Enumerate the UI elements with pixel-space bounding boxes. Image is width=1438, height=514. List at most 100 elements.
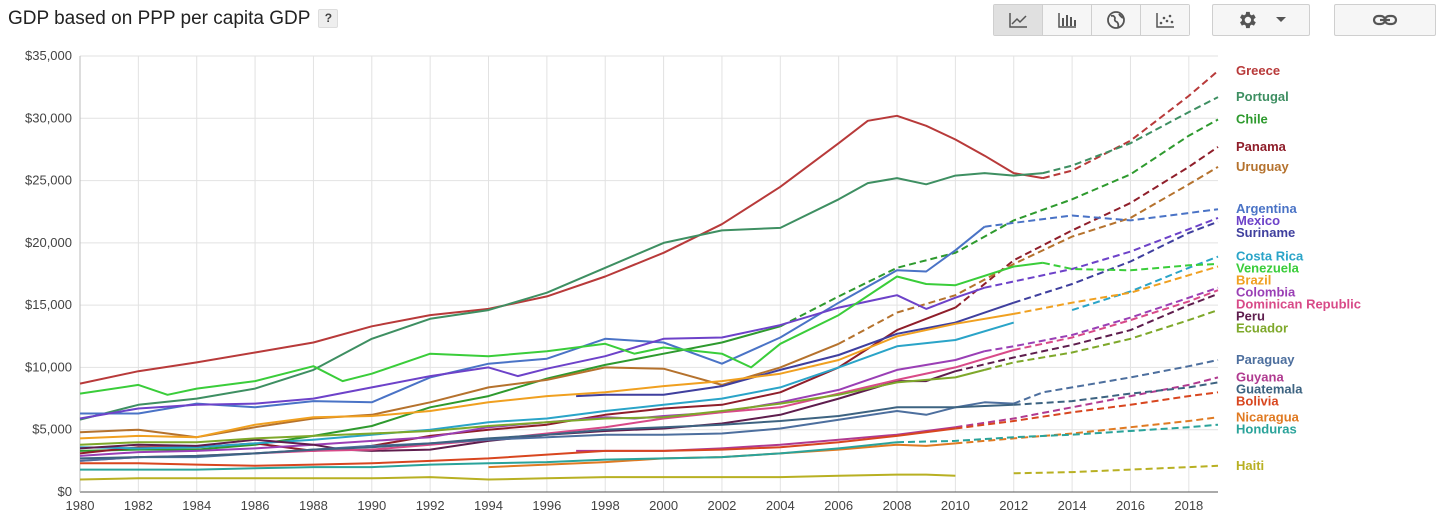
x-tick-label: 2010 [941, 498, 970, 513]
x-tick-label: 2006 [824, 498, 853, 513]
series-forecast-line [1042, 70, 1219, 180]
series-forecast-line [1013, 359, 1219, 405]
series-line [79, 172, 1043, 421]
line-chart-icon [1009, 13, 1027, 28]
legend-label: Venezuela [1236, 261, 1300, 276]
y-tick-label: $20,000 [25, 235, 72, 250]
series-forecast-line [984, 286, 1219, 353]
y-tick-label: $15,000 [25, 297, 72, 312]
series-forecast-line [984, 216, 1219, 289]
x-tick-label: 2014 [1058, 498, 1087, 513]
series-forecast-line [838, 166, 1219, 345]
series-forecast-line [984, 208, 1219, 228]
x-tick-label: 2012 [999, 498, 1028, 513]
series-forecast-line [1013, 220, 1219, 304]
bar-chart-button[interactable] [1043, 5, 1092, 35]
help-button[interactable]: ? [318, 9, 339, 29]
legend-label: Guyana [1236, 369, 1284, 384]
legend-label: Brazil [1236, 273, 1271, 288]
scatter-chart-icon [1156, 13, 1174, 28]
y-tick-label: $5,000 [32, 422, 72, 437]
x-tick-label: 2016 [1116, 498, 1145, 513]
map-button[interactable] [1092, 5, 1141, 35]
series-line [79, 114, 1044, 385]
series-line [80, 225, 986, 415]
x-tick-label: 2018 [1174, 498, 1203, 513]
series-line [79, 306, 956, 455]
legend-label: Suriname [1236, 225, 1295, 240]
series-forecast-line [779, 118, 1219, 328]
x-tick-label: 1990 [357, 498, 386, 513]
legend-label: Peru [1236, 309, 1265, 324]
chart-type-toolbar [993, 4, 1190, 36]
page-title: GDP based on PPP per capita GDP? [8, 8, 339, 30]
legend-label: Haiti [1236, 458, 1264, 473]
legend-label: Mexico [1236, 213, 1280, 228]
series-forecast-line [1042, 96, 1219, 175]
series-forecast-line [1042, 261, 1219, 272]
series-line [79, 261, 1044, 396]
series-forecast-line [955, 391, 1219, 430]
legend-label: Panama [1236, 139, 1287, 154]
link-button[interactable] [1334, 4, 1436, 36]
legend-label: Uruguay [1236, 159, 1290, 174]
series-forecast-line [1013, 289, 1219, 351]
x-tick-label: 1986 [241, 498, 270, 513]
x-tick-label: 2008 [883, 498, 912, 513]
x-tick-label: 2002 [707, 498, 736, 513]
legend-label: Honduras [1236, 421, 1297, 436]
link-icon [1372, 14, 1398, 26]
x-tick-label: 1994 [474, 498, 503, 513]
x-tick-label: 1996 [532, 498, 561, 513]
x-tick-label: 1984 [182, 498, 211, 513]
y-tick-label: $30,000 [25, 110, 72, 125]
y-tick-label: $25,000 [25, 173, 72, 188]
series-line [79, 325, 781, 452]
legend-label: Colombia [1236, 285, 1296, 300]
gear-icon [1240, 11, 1256, 29]
legend-label: Dominican Republic [1236, 297, 1361, 312]
series-forecast-line [896, 423, 1219, 444]
series-forecast-line [955, 376, 1219, 429]
x-tick-label: 1980 [66, 498, 95, 513]
line-chart-button[interactable] [994, 5, 1043, 35]
series-line [79, 286, 985, 420]
series-forecast-line [1013, 464, 1219, 475]
x-tick-label: 1992 [416, 498, 445, 513]
x-tick-label: 1982 [124, 498, 153, 513]
globe-icon [1107, 11, 1125, 29]
series-forecast-line [955, 292, 1219, 373]
legend-label: Portugal [1236, 89, 1289, 104]
series-forecast-line [1013, 265, 1219, 315]
series-line [80, 427, 956, 467]
y-tick-label: $0 [58, 484, 72, 499]
legend-label: Paraguay [1236, 352, 1295, 367]
series-line [79, 312, 1014, 440]
x-tick-label: 1988 [299, 498, 328, 513]
series-line [79, 321, 1014, 450]
x-tick-label: 1998 [591, 498, 620, 513]
y-tick-label: $10,000 [25, 359, 72, 374]
series-line [576, 301, 1015, 398]
series-line [80, 441, 898, 471]
legend-label: Costa Rica [1236, 249, 1304, 264]
series-forecast-line [954, 146, 1219, 309]
legend-label: Argentina [1236, 201, 1297, 216]
legend-label: Greece [1236, 63, 1280, 78]
chevron-down-icon [1276, 17, 1286, 22]
legend-label: Ecuador [1236, 321, 1288, 336]
x-tick-label: 2000 [649, 498, 678, 513]
series-line [79, 473, 956, 481]
scatter-chart-button[interactable] [1141, 5, 1189, 35]
series-line [79, 368, 985, 446]
x-tick-label: 2004 [766, 498, 795, 513]
series-forecast-line [955, 416, 1219, 445]
legend-label: Bolivia [1236, 393, 1279, 408]
settings-button[interactable] [1212, 4, 1310, 36]
series-forecast-line [984, 309, 1219, 371]
series-line [79, 403, 1014, 460]
chart-title: GDP based on PPP per capita GDP [8, 8, 311, 29]
legend-label: Chile [1236, 112, 1268, 127]
legend-label: Guatemala [1236, 381, 1303, 396]
